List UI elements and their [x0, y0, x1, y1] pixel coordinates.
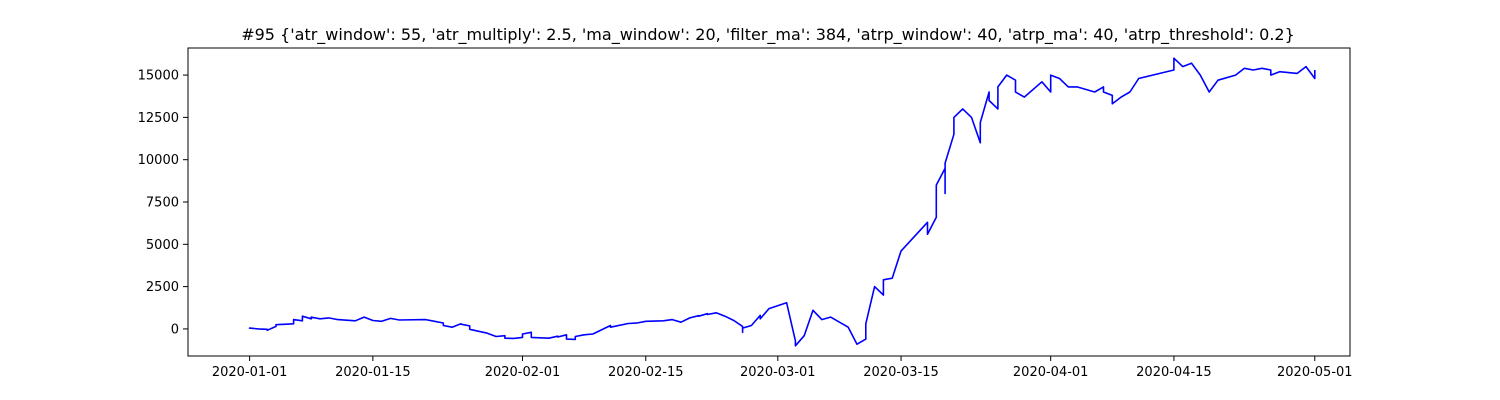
y-tick-label: 10000	[138, 153, 179, 168]
plot-frame	[187, 47, 1351, 357]
y-tick-label: 7500	[146, 196, 179, 211]
x-tick-label: 2020-03-15	[863, 365, 939, 380]
plot-area	[248, 57, 1316, 347]
x-tick-label: 2020-04-01	[1013, 365, 1089, 380]
x-tick-label: 2020-05-01	[1277, 365, 1353, 380]
chart-title: #95 {'atr_window': 55, 'atr_multiply': 2…	[241, 25, 1295, 45]
y-tick-label: 12500	[138, 111, 179, 126]
x-tick-label: 2020-04-15	[1136, 365, 1212, 380]
y-tick-label: 5000	[146, 238, 179, 253]
y-tick-label: 15000	[138, 69, 179, 84]
y-tick-label: 0	[171, 322, 179, 337]
series-line	[248, 57, 1316, 347]
y-axis: 0 2500 5000 7500 10000 12500 15000	[138, 69, 188, 337]
x-tick-label: 2020-03-01	[740, 365, 816, 380]
x-tick-label: 2020-01-15	[335, 365, 411, 380]
x-tick-label: 2020-02-15	[608, 365, 684, 380]
x-axis: 2020-01-01 2020-01-15 2020-02-01 2020-02-15…	[212, 356, 1353, 380]
x-tick-label: 2020-02-01	[485, 365, 561, 380]
y-tick-label: 2500	[146, 280, 179, 295]
x-tick-label: 2020-01-01	[212, 365, 288, 380]
